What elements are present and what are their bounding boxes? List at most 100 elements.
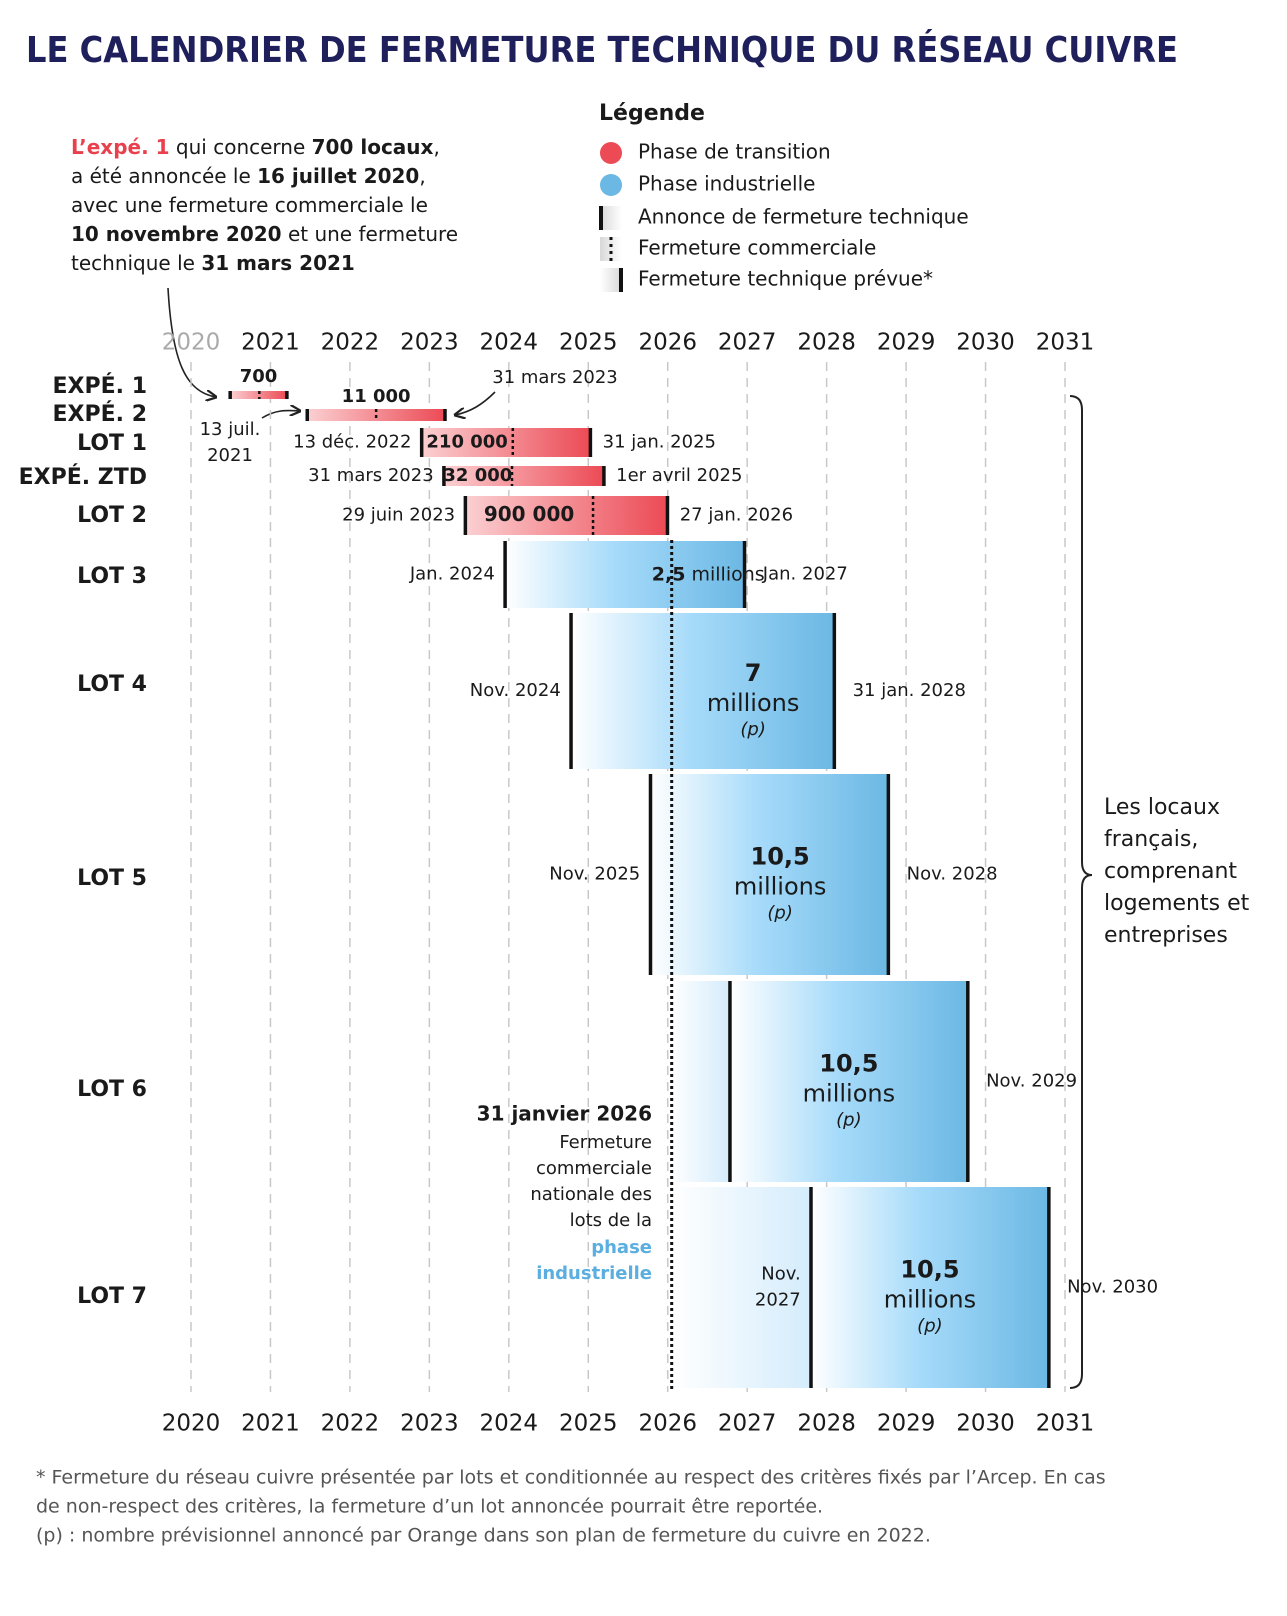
x-tick-label: 2028 (797, 1411, 856, 1437)
value-unit: millions (734, 873, 826, 901)
bar (570, 613, 835, 769)
date-label: 13 déc. 2022 (293, 432, 411, 453)
bar (465, 496, 668, 535)
bar (504, 541, 745, 608)
legend-swatch (600, 142, 622, 164)
footnote: de non-respect des critères, la fermetur… (36, 1496, 823, 1518)
end-marker (742, 541, 747, 608)
annotation-part: 10 novembre 2020 (71, 222, 282, 246)
end-marker (966, 981, 970, 1182)
x-tick-label: 2029 (877, 1411, 936, 1437)
national-note: commerciale (536, 1158, 652, 1179)
date-label: 27 jan. 2026 (680, 505, 793, 526)
annotation-part: L’expé. 1 (71, 135, 170, 159)
date-label: 13 juil. (200, 419, 261, 440)
row-label: LOT 4 (77, 672, 147, 697)
bar (650, 774, 889, 975)
row-label: LOT 1 (77, 431, 147, 456)
x-tick-label: 2027 (718, 1411, 777, 1437)
row-label: LOT 3 (77, 564, 147, 589)
start-marker (569, 613, 573, 769)
value-label: 2,5 millions (652, 563, 765, 585)
start-marker (728, 981, 732, 1182)
x-tick-label: 2024 (480, 1411, 539, 1437)
annotation-arrow (261, 411, 300, 419)
start-marker (503, 541, 507, 608)
legend-label: Phase industrielle (638, 172, 815, 196)
date-label: 2021 (207, 445, 253, 466)
end-marker (443, 409, 447, 421)
x-tick-label-top: 2028 (797, 330, 856, 356)
bar (729, 981, 969, 1182)
legend-swatch (600, 206, 622, 230)
start-marker (442, 466, 446, 486)
x-tick-label: 2022 (321, 1411, 380, 1437)
date-label: Nov. 2025 (549, 864, 640, 885)
date-label: 1er avril 2025 (616, 465, 742, 486)
date-label: Nov. 2028 (907, 864, 998, 885)
footnote: * Fermeture du réseau cuivre présentée p… (36, 1467, 1106, 1489)
legend-label: Phase de transition (638, 140, 831, 164)
value-label: 900 000 (484, 502, 574, 526)
x-tick-label-top: 2020 (162, 330, 221, 356)
end-marker (285, 391, 289, 399)
legend-swatch (619, 268, 623, 292)
legend-label: Annonce de fermeture technique (638, 205, 969, 229)
x-tick-label: 2026 (638, 1411, 697, 1437)
start-marker (419, 428, 424, 457)
value-label: 10,5 (900, 1256, 959, 1284)
date-label: Nov. 2029 (986, 1071, 1077, 1092)
x-tick-label-top: 2024 (480, 330, 539, 356)
national-note: nationale des (530, 1184, 652, 1205)
date-label: 31 jan. 2028 (853, 680, 966, 701)
annotation-part: 16 juillet 2020 (257, 164, 419, 188)
start-marker (305, 409, 310, 421)
chart-title: LE CALENDRIER DE FERMETURE TECHNIQUE DU … (26, 29, 1178, 71)
end-marker (665, 496, 670, 535)
legend-title: Légende (599, 101, 705, 126)
bar (810, 1187, 1050, 1388)
annotation-line: avec une fermeture commerciale le (71, 193, 428, 217)
x-tick-label: 2030 (956, 1411, 1015, 1437)
row-label: EXPÉ. 1 (53, 373, 147, 399)
value-label: 210 000 (426, 432, 507, 453)
annotation-line: a été annoncée le 16 juillet 2020, (71, 164, 426, 188)
annotation-arrow (167, 287, 216, 397)
x-tick-label-top: 2027 (718, 330, 777, 356)
national-note: lots de la (570, 1210, 652, 1231)
annotation-part: technique le (71, 251, 201, 275)
start-marker (648, 774, 653, 975)
value-unit: millions (803, 1080, 895, 1108)
x-tick-label: 2020 (162, 1411, 221, 1437)
value-label: 7 (745, 659, 762, 687)
annotation-arrow (455, 391, 496, 415)
legend-label: Fermeture technique prévue* (638, 267, 933, 291)
national-note-highlight: industrielle (536, 1263, 652, 1284)
value-unit: millions (707, 689, 799, 717)
x-tick-label: 2021 (241, 1411, 300, 1437)
value-unit: millions (884, 1286, 976, 1314)
national-note-highlight: phase (591, 1237, 652, 1258)
row-label: LOT 6 (77, 1077, 147, 1102)
x-tick-label-top: 2023 (400, 330, 459, 356)
legend-swatch (600, 268, 622, 292)
end-marker (602, 466, 606, 486)
value-note: (p) (917, 1316, 942, 1337)
date-label: Jan. 2024 (409, 564, 495, 585)
brace-label: logements et (1104, 891, 1250, 916)
value-unit: millions (691, 563, 764, 585)
date-label: Nov. 2024 (470, 680, 561, 701)
bar (443, 466, 605, 486)
legend-swatch (599, 206, 603, 230)
date-label: 31 mars 2023 (308, 465, 434, 486)
start-marker (809, 1187, 813, 1388)
value-label: 700 (240, 366, 278, 387)
start-marker (228, 391, 232, 399)
annotation-part: , (419, 164, 425, 188)
fade-region (671, 1187, 811, 1388)
x-tick-label: 2023 (400, 1411, 459, 1437)
row-label: LOT 7 (77, 1284, 147, 1309)
brace-label: français, (1104, 827, 1198, 852)
brace-label: entreprises (1104, 923, 1228, 948)
